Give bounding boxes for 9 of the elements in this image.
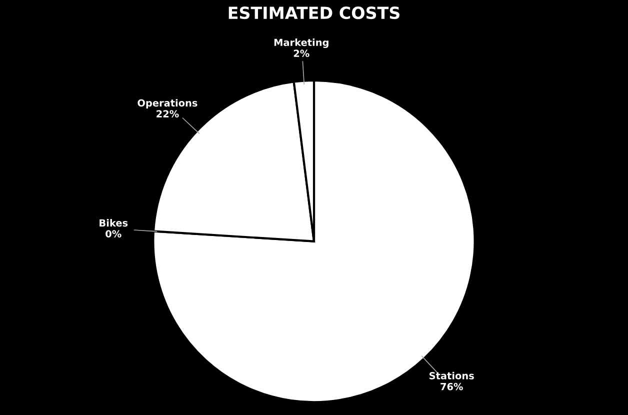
slice-label: Marketing [274, 38, 328, 48]
chart-title: ESTIMATED COSTS [228, 6, 400, 20]
slice-label: Stations [430, 372, 474, 380]
data-label: 22% [156, 110, 179, 118]
category-label: Bikes [100, 219, 128, 227]
slice-label: Operations [138, 99, 198, 108]
data-label: 2% [294, 50, 310, 58]
data-label: 76% [440, 382, 463, 390]
text: 0% [106, 230, 122, 238]
